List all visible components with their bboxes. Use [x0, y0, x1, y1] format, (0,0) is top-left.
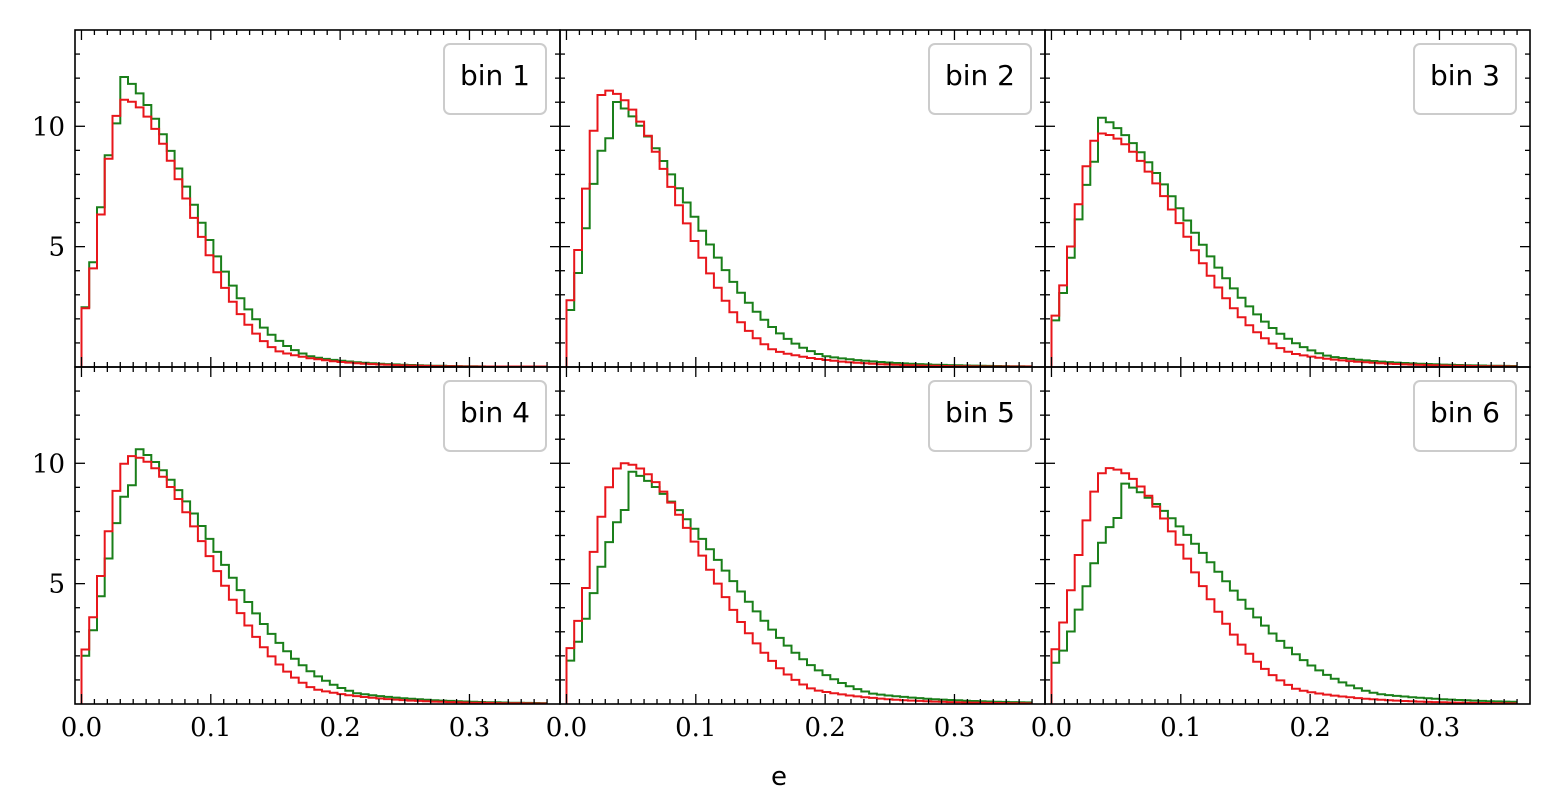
x-tick-label: 0.3: [1419, 713, 1460, 743]
legend-label: bin 5: [945, 396, 1015, 429]
legend-box: [1413, 380, 1517, 452]
legend-label: bin 3: [1430, 59, 1500, 92]
y-tick-label: 10: [32, 449, 65, 479]
panel-1: 5 10 bin 1: [32, 29, 561, 368]
x-axis-label: e: [771, 762, 787, 792]
x-tick-label: 0.0: [1031, 713, 1072, 743]
x-tick-label: 0.2: [804, 713, 845, 743]
histogram-series-red: [80, 98, 548, 368]
x-tick-label: 0.3: [934, 713, 975, 743]
x-tick-label: 0.1: [675, 713, 716, 743]
legend-box: [928, 43, 1032, 115]
x-tick-label: 0.0: [61, 713, 102, 743]
panel-4: 5 10 0.0 0.1 0.2 0.3 bin 4: [32, 366, 561, 743]
panel-5: 0.0 0.1 0.2 0.3 bin 5: [546, 366, 1046, 743]
legend-box: [928, 380, 1032, 452]
panel-3: bin 3: [1044, 29, 1531, 368]
legend-label: bin 2: [945, 59, 1015, 92]
legend-label: bin 6: [1430, 396, 1500, 429]
y-tick-label: 5: [48, 570, 65, 600]
legend-box: [443, 43, 547, 115]
x-tick-label: 0.2: [1289, 713, 1330, 743]
legend-box: [1413, 43, 1517, 115]
y-tick-label: 5: [48, 233, 65, 263]
legend-label: bin 4: [460, 396, 530, 429]
y-tick-label: 10: [32, 112, 65, 142]
histogram-series-red: [565, 89, 1033, 368]
panels-layer: 5 10 bin 1 bin 2 bin 3 5 10 0.0 0.1 0.2 0.3 bin 4 0.…: [32, 29, 1531, 743]
x-tick-label: 0.1: [1160, 713, 1201, 743]
histogram-series-red: [80, 455, 548, 705]
x-tick-label: 0.2: [319, 713, 360, 743]
legend-box: [443, 380, 547, 452]
panel-2: bin 2: [559, 29, 1046, 368]
x-tick-label: 0.1: [190, 713, 231, 743]
legend-label: bin 1: [460, 59, 530, 92]
x-tick-label: 0.3: [449, 713, 490, 743]
panel-6: 0.0 0.1 0.2 0.3 bin 6: [1031, 366, 1531, 743]
histogram-series-red: [1050, 132, 1518, 368]
x-tick-label: 0.0: [546, 713, 587, 743]
